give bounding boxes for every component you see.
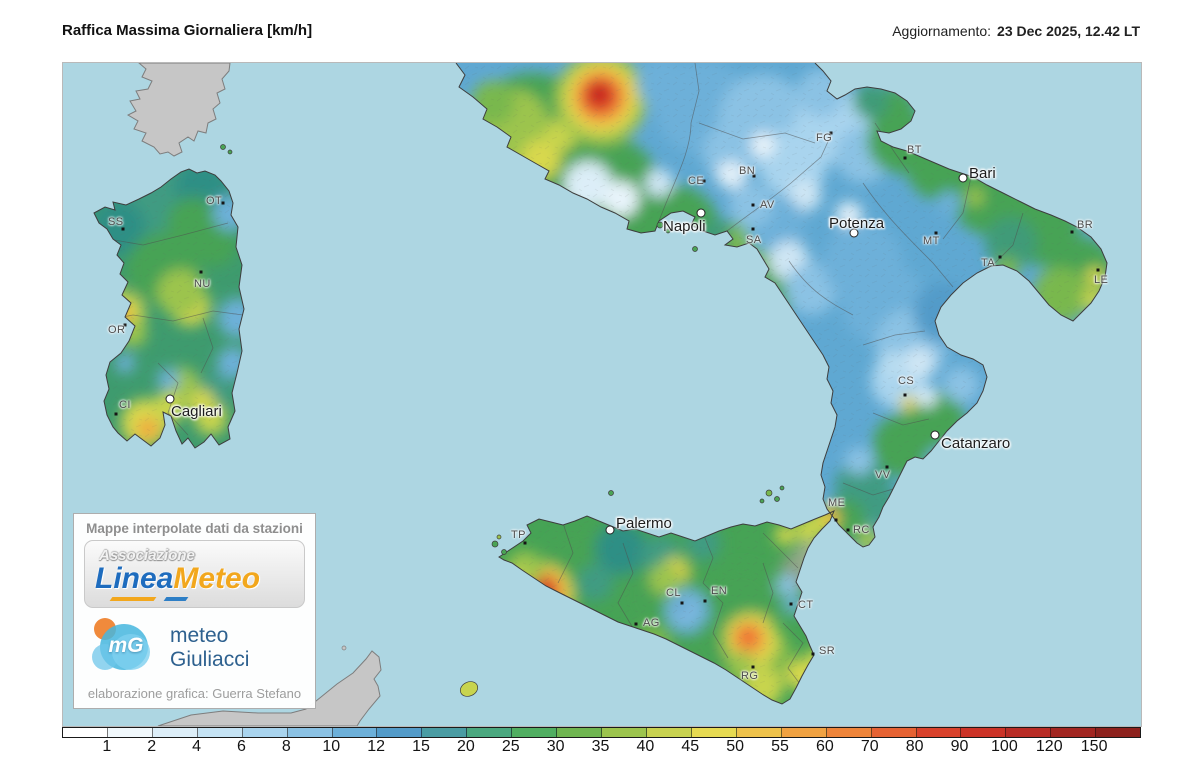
colorbar-tick-label: 35 (591, 738, 610, 755)
colorbar-segment (512, 728, 558, 737)
swoosh-accent-2 (163, 597, 189, 601)
colorbar-tick-label: 6 (237, 738, 246, 755)
colorbar-segment (781, 728, 827, 737)
colorbar-tick-label: 2 (147, 738, 157, 755)
colorbar-segment (422, 728, 468, 737)
branding-box: Mappe interpolate dati da stazioni Assoc… (73, 513, 316, 709)
mg-monogram: mG (108, 634, 144, 657)
colorbar-tick-label: 10 (322, 738, 341, 755)
colorbar-tick-label: 150 (1080, 738, 1108, 755)
small-island (341, 645, 347, 651)
small-islands (220, 144, 785, 697)
colorbar-tick-label: 4 (192, 738, 202, 755)
colorbar-segment (332, 728, 378, 737)
colorbar-tick-label: 55 (771, 738, 789, 755)
colorbar-segment (826, 728, 872, 737)
mg-wordmark: meteo Giuliacci (170, 624, 250, 671)
lineameteo-logo: Associazione LineaMeteo (84, 540, 305, 608)
colorbar-segment (602, 728, 647, 737)
page-title: Raffica Massima Giornaliera [km/h] (62, 22, 313, 39)
colorbar-tick-labels: 1 2 4 6 8 10 12 15 20 25 30 35 40 45 50 55 60 70 80 90 100 12… (62, 738, 1139, 760)
colorbar-segment (377, 728, 423, 737)
colorbar-segment (1096, 728, 1141, 737)
colorbar-tick-label: 70 (860, 738, 879, 755)
meteogiuliacci-logo: mG meteo Giuliacci (92, 616, 303, 680)
update-label: Aggiornamento: (892, 23, 992, 39)
colorbar-segment (961, 728, 1007, 737)
colorbar-segment (197, 728, 243, 737)
tunisia-landmass (157, 650, 382, 726)
colorbar-tick-label: 1 (102, 738, 112, 755)
update-value: 23 Dec 2025, 12.42 LT (997, 23, 1140, 39)
corsica-landmass (126, 63, 231, 157)
colorbar-tick-label: 60 (815, 738, 834, 755)
colorbar-segment (916, 728, 962, 737)
colorbar-segment (467, 728, 513, 737)
weather-map: Napoli Bari Potenza Catanzaro Palermo Cagliar… (62, 62, 1142, 727)
colorbar-segment (63, 728, 108, 737)
branding-caption-top: Mappe interpolate dati da stazioni (86, 521, 303, 536)
region-borders (94, 63, 1024, 689)
colorbar-tick-label: 12 (367, 738, 386, 755)
mg-cloud-icon: mG (92, 618, 156, 678)
colorbar-tick-label: 40 (636, 738, 655, 755)
swoosh-accent (109, 597, 157, 601)
colorbar-tick-label: 90 (950, 738, 969, 755)
colorbar-segment (287, 728, 333, 737)
colorbar-segment (646, 728, 692, 737)
colorbar-tick-label: 15 (412, 738, 430, 755)
colorbar-tick-label: 20 (456, 738, 475, 755)
colorbar-tick-label: 80 (905, 738, 924, 755)
colorbar-tick-label: 120 (1035, 738, 1063, 755)
lineameteo-assoc-label: Associazione (99, 547, 195, 564)
coastlines (93, 63, 1108, 705)
colorbar-tick-label: 25 (501, 738, 520, 755)
colorbar-segment (107, 728, 153, 737)
colorbar-segment (871, 728, 917, 737)
colorbar-segment (691, 728, 737, 737)
colorbar-tick-label: 45 (681, 738, 700, 755)
colorbar-segment (1051, 728, 1097, 737)
colorbar-segment (736, 728, 782, 737)
update-timestamp: Aggiornamento: 23 Dec 2025, 12.42 LT (892, 23, 1140, 39)
colorbar-segment (242, 728, 288, 737)
colorbar-segment (152, 728, 198, 737)
colorbar-tick-label: 30 (546, 738, 565, 755)
colorbar-tick-label: 100 (991, 738, 1018, 755)
colorbar-segment (557, 728, 603, 737)
colorbar (62, 727, 1141, 738)
branding-caption-bottom: elaborazione grafica: Guerra Stefano (87, 686, 302, 701)
colorbar-tick-label: 8 (281, 738, 291, 755)
colorbar-segment (1006, 728, 1052, 737)
colorbar-tick-label: 50 (726, 738, 745, 755)
lineameteo-wordmark: LineaMeteo (95, 562, 261, 595)
